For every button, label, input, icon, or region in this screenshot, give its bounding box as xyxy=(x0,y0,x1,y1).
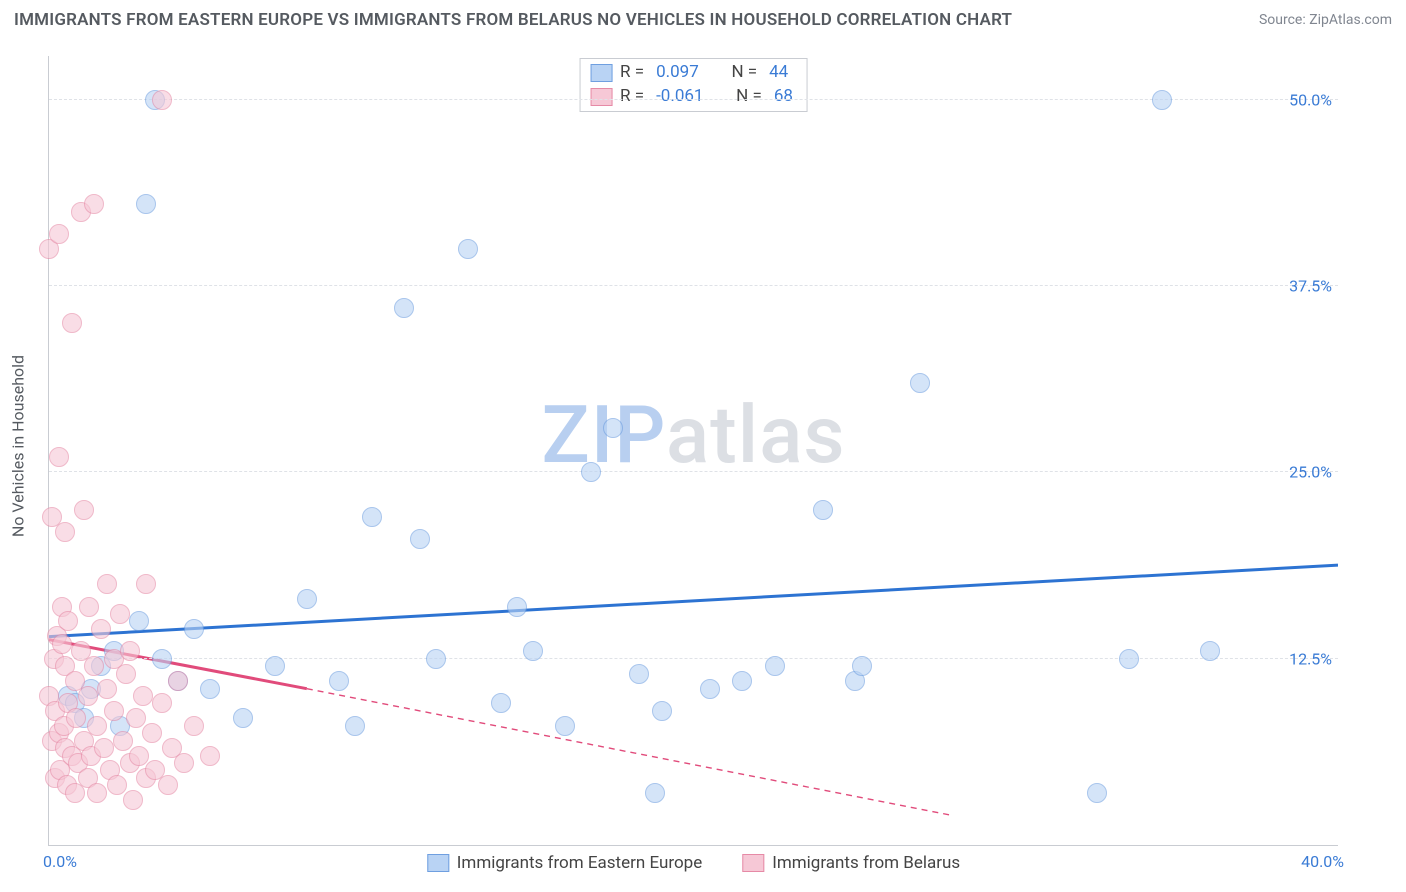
y-tick-label: 37.5% xyxy=(1289,277,1332,296)
data-point xyxy=(87,783,107,803)
data-point xyxy=(110,604,130,624)
y-tick-label: 50.0% xyxy=(1289,90,1332,109)
data-point xyxy=(91,619,111,639)
series-legend: Immigrants from Eastern Europe Immigrants… xyxy=(427,847,960,873)
data-point xyxy=(645,783,665,803)
data-point xyxy=(84,656,104,676)
data-point xyxy=(174,753,194,773)
data-point xyxy=(233,708,253,728)
scatter-plot: ZIPatlas R = 0.097 N = 44R = -0.061 N = … xyxy=(48,56,1338,846)
data-point xyxy=(79,597,99,617)
x-tick-label: 0.0% xyxy=(43,852,77,871)
data-point xyxy=(152,90,172,110)
data-point xyxy=(126,708,146,728)
data-point xyxy=(345,716,365,736)
data-point xyxy=(394,298,414,318)
data-point xyxy=(813,500,833,520)
data-point xyxy=(113,731,133,751)
y-tick-label: 12.5% xyxy=(1289,649,1332,668)
data-point xyxy=(116,664,136,684)
data-point xyxy=(603,418,623,438)
gridline xyxy=(49,658,1338,659)
data-point xyxy=(129,746,149,766)
gridline xyxy=(49,471,1338,472)
legend-row: R = -0.061 N = 68 xyxy=(590,85,797,109)
data-point xyxy=(581,462,601,482)
data-point xyxy=(58,611,78,631)
data-point xyxy=(852,656,872,676)
data-point xyxy=(74,500,94,520)
data-point xyxy=(104,701,124,721)
legend-swatch xyxy=(427,854,449,872)
gridline xyxy=(49,285,1338,286)
data-point xyxy=(168,671,188,691)
data-point xyxy=(49,224,69,244)
data-point xyxy=(49,447,69,467)
data-point xyxy=(652,701,672,721)
data-point xyxy=(765,656,785,676)
legend-swatch xyxy=(590,88,612,106)
data-point xyxy=(136,574,156,594)
data-point xyxy=(362,507,382,527)
data-point xyxy=(97,574,117,594)
series-legend-item: Immigrants from Belarus xyxy=(742,853,960,873)
data-point xyxy=(507,597,527,617)
data-point xyxy=(732,671,752,691)
legend-swatch xyxy=(590,64,612,82)
x-tick-label: 40.0% xyxy=(1301,852,1344,871)
data-point xyxy=(555,716,575,736)
data-point xyxy=(158,775,178,795)
data-point xyxy=(152,649,172,669)
data-point xyxy=(410,529,430,549)
data-point xyxy=(142,723,162,743)
data-point xyxy=(910,373,930,393)
data-point xyxy=(62,313,82,333)
data-point xyxy=(84,194,104,214)
data-point xyxy=(87,716,107,736)
legend-row: R = 0.097 N = 44 xyxy=(590,61,797,85)
data-point xyxy=(458,239,478,259)
data-point xyxy=(629,664,649,684)
chart-title: IMMIGRANTS FROM EASTERN EUROPE VS IMMIGR… xyxy=(14,10,1012,30)
data-point xyxy=(66,708,86,728)
data-point xyxy=(136,194,156,214)
data-point xyxy=(329,671,349,691)
data-point xyxy=(152,693,172,713)
data-point xyxy=(200,746,220,766)
data-point xyxy=(129,611,149,631)
data-point xyxy=(55,522,75,542)
data-point xyxy=(184,716,204,736)
source-attribution: Source: ZipAtlas.com xyxy=(1259,12,1392,28)
data-point xyxy=(133,686,153,706)
y-tick-label: 25.0% xyxy=(1289,463,1332,482)
data-point xyxy=(523,641,543,661)
data-point xyxy=(123,790,143,810)
data-point xyxy=(1152,90,1172,110)
data-point xyxy=(491,693,511,713)
data-point xyxy=(1119,649,1139,669)
y-axis-title: No Vehicles in Household xyxy=(9,355,28,537)
data-point xyxy=(1200,641,1220,661)
series-label: Immigrants from Belarus xyxy=(772,853,960,873)
data-point xyxy=(52,634,72,654)
data-point xyxy=(184,619,204,639)
series-legend-item: Immigrants from Eastern Europe xyxy=(427,853,702,873)
data-point xyxy=(120,641,140,661)
legend-swatch xyxy=(742,854,764,872)
data-point xyxy=(426,649,446,669)
correlation-legend: R = 0.097 N = 44R = -0.061 N = 68 xyxy=(579,58,808,112)
gridline xyxy=(49,99,1338,100)
data-point xyxy=(700,679,720,699)
data-point xyxy=(1087,783,1107,803)
data-point xyxy=(200,679,220,699)
data-point xyxy=(97,679,117,699)
data-point xyxy=(297,589,317,609)
data-point xyxy=(94,738,114,758)
data-point xyxy=(265,656,285,676)
data-point xyxy=(78,686,98,706)
series-label: Immigrants from Eastern Europe xyxy=(457,853,702,873)
data-point xyxy=(107,775,127,795)
